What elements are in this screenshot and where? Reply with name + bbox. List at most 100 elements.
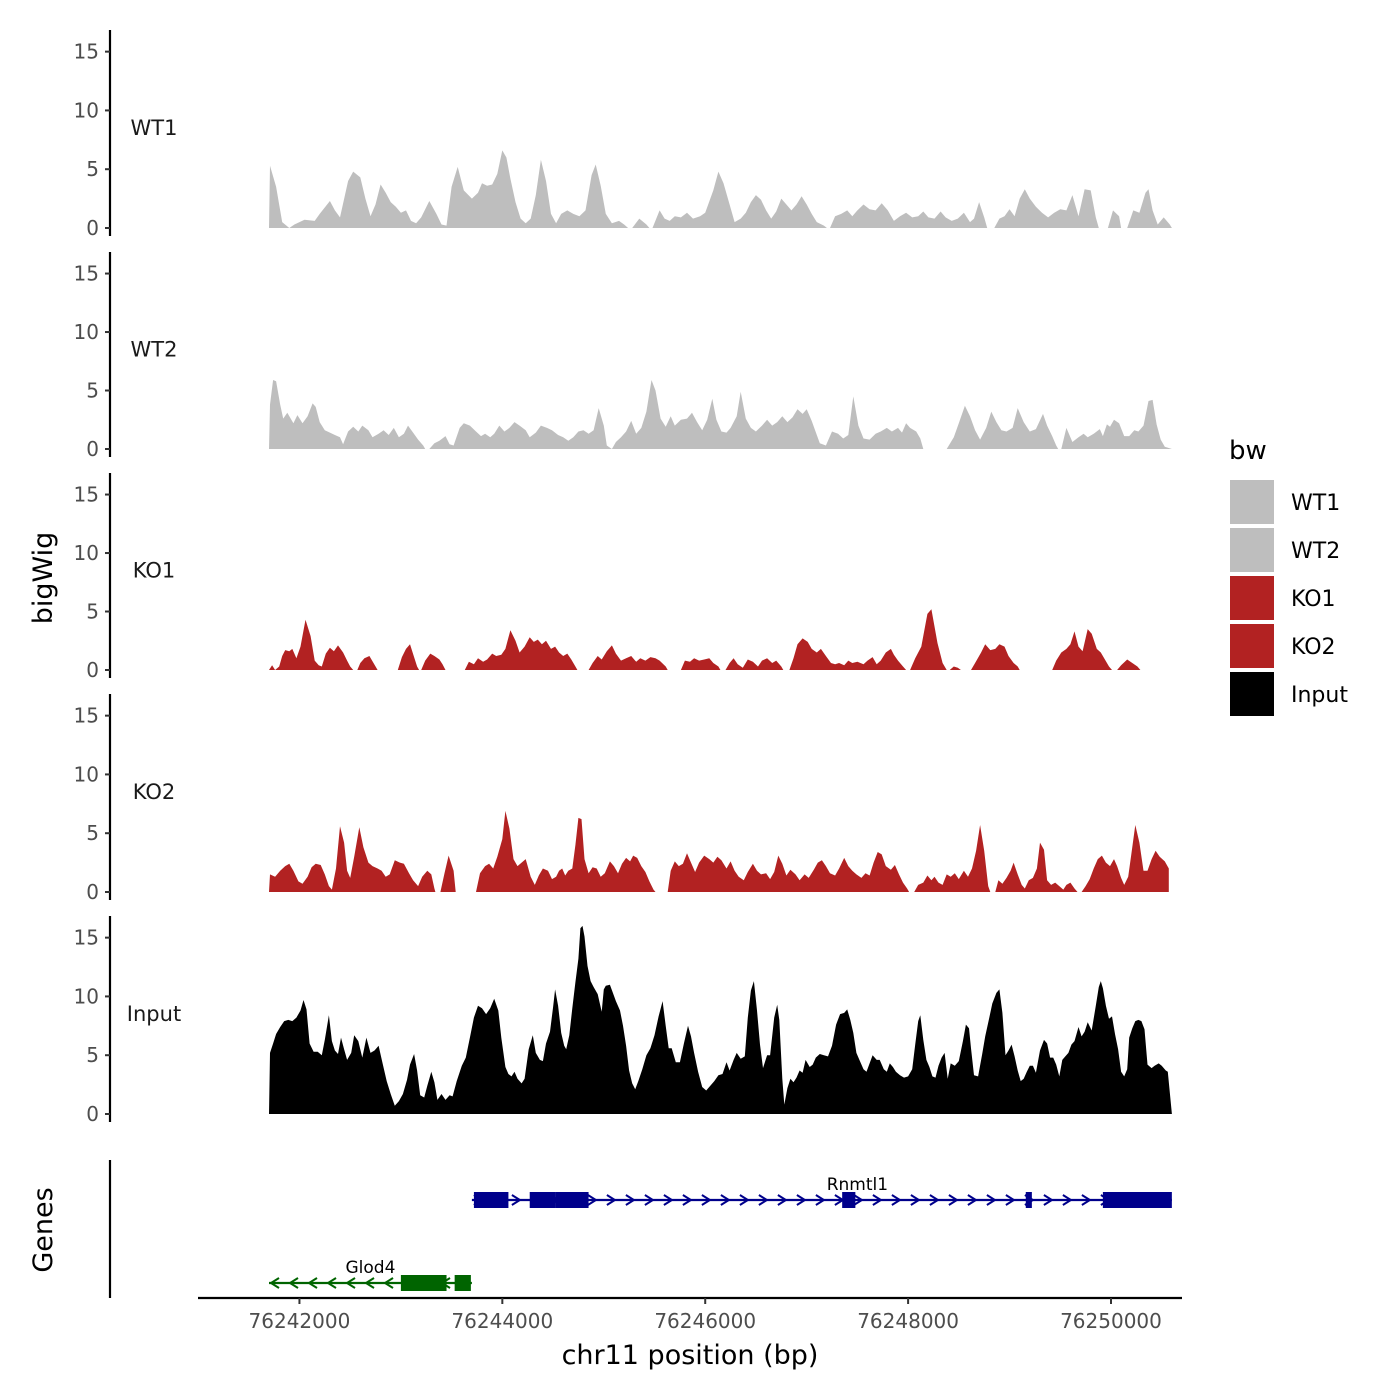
- y-tick-label: 15: [74, 483, 99, 507]
- legend-swatch: [1230, 528, 1274, 572]
- track-input: 0 5 10 15 Input: [74, 916, 1172, 1126]
- y-tick-label: 5: [86, 600, 99, 624]
- x-tick-label: 76246000: [654, 1309, 756, 1333]
- y-tick-label: 10: [74, 320, 99, 344]
- exon: [555, 1192, 589, 1208]
- strand-arrow: [326, 1277, 337, 1289]
- strand-arrow: [625, 1194, 636, 1206]
- gene-rnmtl1: Rnmtl1: [471, 1175, 1172, 1208]
- legend-label: Input: [1291, 683, 1348, 708]
- strand-arrow: [986, 1194, 997, 1206]
- legend-label: WT2: [1291, 539, 1340, 564]
- exon: [1102, 1192, 1172, 1208]
- signal-area-ko2: [269, 810, 1169, 892]
- strand-arrow: [1005, 1194, 1016, 1206]
- strand-arrow: [796, 1194, 807, 1206]
- legend-swatch: [1230, 480, 1274, 524]
- y-tick-label: 5: [86, 157, 99, 181]
- y-tick-label: 0: [86, 437, 99, 461]
- gene-label: Glod4: [346, 1258, 396, 1278]
- exon: [529, 1192, 556, 1208]
- y-tick-label: 0: [86, 216, 99, 240]
- y-tick-label: 10: [74, 541, 99, 565]
- exon: [473, 1192, 509, 1208]
- strand-arrow: [929, 1194, 940, 1206]
- signal-area-wt1: [269, 150, 1172, 228]
- strand-arrow: [511, 1194, 522, 1206]
- strand-arrow: [910, 1194, 921, 1206]
- strand-arrow: [644, 1194, 655, 1206]
- x-axis-title: chr11 position (bp): [562, 1340, 819, 1371]
- exon: [1025, 1192, 1032, 1208]
- legend-label: KO1: [1291, 587, 1336, 612]
- y-tick-label: 15: [74, 704, 99, 728]
- strand-arrow: [701, 1194, 712, 1206]
- strand-arrow: [663, 1194, 674, 1206]
- strand-arrow: [606, 1194, 617, 1206]
- y-tick-label: 15: [74, 40, 99, 64]
- strand-arrow: [307, 1277, 318, 1289]
- strand-arrow: [967, 1194, 978, 1206]
- strand-arrow: [587, 1194, 598, 1206]
- y-tick-label: 15: [74, 262, 99, 286]
- y-tick-label: 0: [86, 880, 99, 904]
- strand-arrow: [269, 1277, 280, 1289]
- y-axis-title: bigWig: [28, 532, 59, 625]
- track-wt2: 0 5 10 15 WT2: [74, 252, 1172, 461]
- legend-title: bw: [1229, 436, 1267, 466]
- legend-swatch: [1230, 624, 1274, 668]
- track-label: WT2: [131, 337, 178, 361]
- strand-arrow: [739, 1194, 750, 1206]
- track-label: WT1: [131, 116, 178, 140]
- strand-arrow: [383, 1277, 394, 1289]
- y-tick-label: 10: [74, 984, 99, 1008]
- strand-arrow: [345, 1277, 356, 1289]
- strand-arrow: [758, 1194, 769, 1206]
- x-axis: 76242000 76244000 76246000 76248000 76250000: [198, 1296, 1182, 1333]
- exon: [842, 1192, 856, 1208]
- y-tick-label: 5: [86, 1043, 99, 1067]
- strand-arrow: [1081, 1194, 1092, 1206]
- track-ko2: 0 5 10 15 KO2: [74, 694, 1169, 904]
- x-tick-label: 76242000: [249, 1309, 351, 1333]
- exon: [400, 1275, 447, 1291]
- strand-arrow: [948, 1194, 959, 1206]
- x-tick-label: 76248000: [857, 1309, 959, 1333]
- track-ko1: 0 5 10 15 KO1: [74, 473, 1172, 682]
- track-label: Input: [127, 1002, 181, 1026]
- y-tick-label: 0: [86, 1102, 99, 1126]
- strand-arrow: [1062, 1194, 1073, 1206]
- exon: [454, 1275, 471, 1291]
- track-panels: 0 5 10 15 WT1 0 5 10 15 WT2 0 5 10 15 KO1 0 5 10 15 KO2 0 5 10…: [74, 30, 1172, 1126]
- signal-area-input: [269, 925, 1172, 1114]
- legend-label: KO2: [1291, 635, 1336, 660]
- strand-arrow: [777, 1194, 788, 1206]
- y-tick-label: 15: [74, 926, 99, 950]
- gene-label: Rnmtl1: [827, 1175, 888, 1195]
- strand-arrow: [288, 1277, 299, 1289]
- x-tick-label: 76244000: [451, 1309, 553, 1333]
- y-tick-label: 0: [86, 658, 99, 682]
- y-tick-label: 5: [86, 379, 99, 403]
- strand-arrow: [853, 1194, 864, 1206]
- track-label: KO1: [133, 558, 176, 582]
- strand-arrow: [891, 1194, 902, 1206]
- track-wt1: 0 5 10 15 WT1: [74, 30, 1172, 240]
- y-tick-label: 5: [86, 821, 99, 845]
- strand-arrow: [872, 1194, 883, 1206]
- strand-arrow: [364, 1277, 375, 1289]
- y-tick-label: 10: [74, 762, 99, 786]
- strand-arrow: [1043, 1194, 1054, 1206]
- gene-track: Rnmtl1 Glod4: [108, 1160, 1172, 1298]
- track-label: KO2: [133, 780, 176, 804]
- y-tick-label: 10: [74, 98, 99, 122]
- signal-area-ko1: [269, 609, 1172, 670]
- x-tick-label: 76250000: [1060, 1309, 1162, 1333]
- legend-label: WT1: [1291, 491, 1340, 516]
- strand-arrow: [815, 1194, 826, 1206]
- legend: bw WT1 WT2 KO1 KO2 Input: [1229, 436, 1348, 716]
- legend-swatch: [1230, 672, 1274, 716]
- genes-axis-title: Genes: [28, 1187, 59, 1272]
- gene-glod4: Glod4: [269, 1258, 472, 1291]
